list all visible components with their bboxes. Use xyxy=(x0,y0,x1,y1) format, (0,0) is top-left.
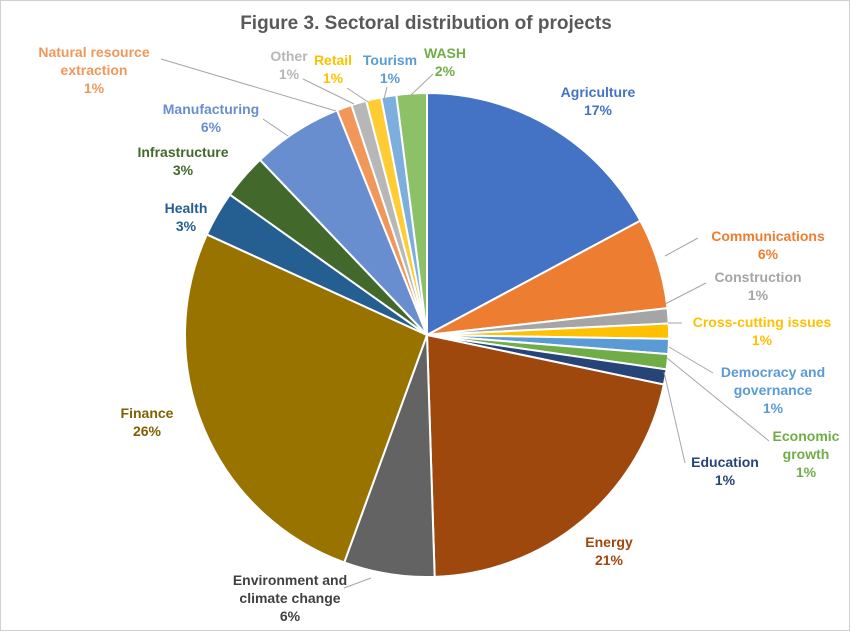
slice-label-education: Education 1% xyxy=(691,454,759,488)
leader-line xyxy=(409,73,434,97)
leader-line xyxy=(346,87,369,103)
leader-line xyxy=(664,237,699,257)
slice-label-finance: Finance 26% xyxy=(121,405,174,439)
slice-label-cross-cutting-issues: Cross-cutting issues 1% xyxy=(693,314,832,348)
pie-slice-energy xyxy=(425,333,666,578)
slice-label-economic-growth: Economic growth 1% xyxy=(773,428,840,480)
slice-label-democracy-and-governance: Democracy and governance 1% xyxy=(721,364,825,416)
slice-label-communications: Communications 6% xyxy=(711,228,825,262)
slice-label-energy: Energy 21% xyxy=(585,534,633,568)
leader-line xyxy=(302,78,355,105)
leader-line xyxy=(668,346,714,374)
pie-slice-agriculture xyxy=(426,91,642,337)
chart-title: Figure 3. Sectoral distribution of proje… xyxy=(240,13,612,34)
slice-label-natural-resource-extraction: Natural resource extraction 1% xyxy=(38,44,149,96)
pie-slice-finance xyxy=(184,233,429,564)
slice-label-other: Other 1% xyxy=(270,48,308,82)
leader-line xyxy=(664,282,707,305)
slice-label-tourism: Tourism 1% xyxy=(363,52,417,86)
slice-label-health: Health 3% xyxy=(165,200,208,234)
slice-label-manufacturing: Manufacturing 6% xyxy=(163,101,259,135)
slice-label-retail: Retail 1% xyxy=(314,52,352,86)
leader-line xyxy=(663,371,686,464)
slice-label-agriculture: Agriculture 17% xyxy=(561,84,636,118)
slice-label-construction: Construction 1% xyxy=(714,269,801,303)
pie-slice-wash xyxy=(395,91,428,336)
slice-label-infrastructure: Infrastructure 3% xyxy=(137,144,228,178)
leader-line xyxy=(160,58,337,112)
leader-line xyxy=(343,577,372,589)
leader-line xyxy=(666,357,770,442)
leader-line xyxy=(262,118,289,137)
leader-line xyxy=(383,86,388,100)
slice-label-wash: WASH 2% xyxy=(424,45,466,79)
slice-label-environment-and-climate-change: Environment and climate change 6% xyxy=(233,572,347,624)
